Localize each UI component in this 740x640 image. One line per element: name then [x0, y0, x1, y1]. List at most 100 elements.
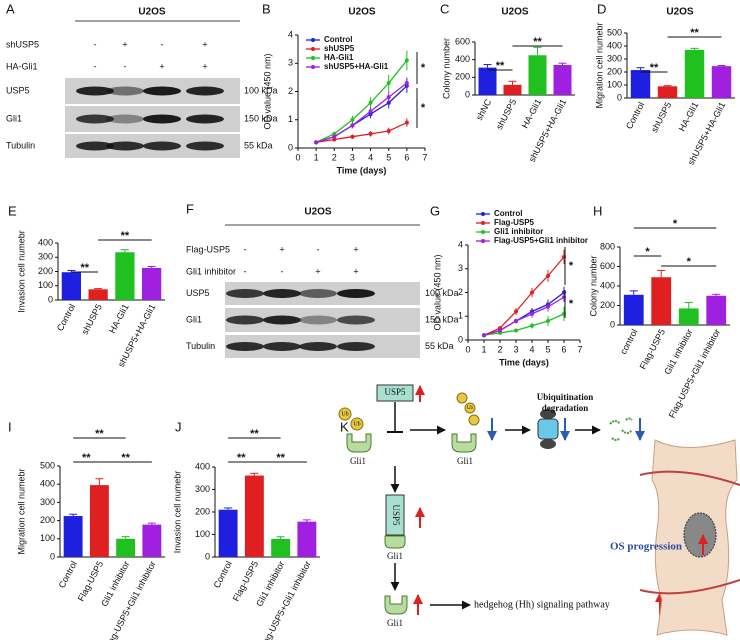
gli1-shape — [451, 433, 477, 453]
panel-letter: B — [262, 1, 271, 16]
y-tick-label: 1 — [458, 311, 463, 321]
y-tick-label: 1 — [288, 114, 293, 124]
marker — [368, 100, 373, 105]
significance: ** — [276, 452, 285, 464]
blot-band — [263, 315, 301, 325]
series-line — [483, 256, 565, 336]
bar — [297, 521, 317, 557]
band-size: 55 kDa — [425, 341, 454, 351]
condition-sign: - — [244, 244, 247, 254]
significance: * — [645, 246, 650, 258]
condition-sign: + — [315, 266, 320, 276]
blot-band — [76, 114, 114, 124]
x-tick-label: Flag-USP5+Gli1 inhibitor — [667, 327, 722, 419]
x-tick-label: 1 — [314, 152, 319, 162]
y-tick-label: 4 — [288, 29, 293, 39]
condition-label: HA-Gli1 — [6, 61, 38, 71]
x-tick-label: 0 — [465, 344, 470, 354]
significance: * — [421, 102, 426, 114]
blot-band — [106, 141, 144, 151]
condition-sign: + — [122, 39, 127, 49]
y-tick-label: 100 — [607, 79, 622, 89]
bar — [89, 485, 109, 557]
bar — [63, 516, 83, 557]
marker — [332, 134, 337, 139]
marker — [404, 81, 409, 86]
legend-marker — [481, 221, 485, 225]
y-tick-label: 300 — [607, 53, 622, 63]
x-tick-label: HA-Gli1 — [677, 100, 701, 133]
x-tick-label: 7 — [577, 344, 582, 354]
tumor — [683, 512, 717, 558]
bar — [528, 55, 547, 95]
y-tick-label: 400 — [195, 461, 210, 471]
blot-band — [337, 289, 375, 298]
blot-title: U2OS — [138, 7, 166, 18]
marker — [350, 117, 355, 122]
condition-label: Gli1 inhibitor — [186, 266, 236, 276]
y-tick-label: 4 — [458, 239, 463, 249]
y-tick-label: 400 — [455, 54, 470, 64]
ub-label: Ub — [353, 421, 360, 427]
y-tick-label: 0 — [617, 92, 622, 102]
gli1-label: Gli1 — [350, 456, 366, 466]
blot-band — [337, 315, 375, 325]
bar — [684, 49, 705, 98]
x-tick-label: shUSP5 — [80, 302, 104, 336]
y-tick-label: 600 — [600, 261, 615, 271]
x-tick-label: Control — [624, 100, 646, 130]
proteasome — [537, 418, 559, 440]
y-tick-label: 500 — [40, 460, 55, 470]
y-tick-label: 2 — [458, 287, 463, 297]
x-tick-label: 0 — [295, 152, 300, 162]
y-axis-title: Colony number — [441, 38, 451, 99]
series-line — [483, 313, 565, 336]
y-tick-label: 400 — [607, 40, 622, 50]
blot-band — [299, 342, 337, 351]
condition-label: Flag-USP5 — [186, 244, 230, 254]
marker — [386, 95, 391, 100]
marker — [368, 131, 373, 136]
blot-band — [226, 342, 264, 351]
condition-sign: - — [244, 266, 247, 276]
y-tick-label: 0 — [50, 551, 55, 561]
vessel — [639, 470, 740, 595]
panel-letter: J — [175, 419, 182, 434]
significance: ** — [95, 428, 104, 440]
condition-label: shUSP5 — [6, 39, 39, 49]
bar — [271, 539, 291, 557]
x-tick-label: 1 — [481, 344, 486, 354]
bar — [116, 538, 136, 557]
gli1-shape — [384, 535, 406, 549]
condition-sign: + — [353, 266, 358, 276]
ub-circle — [338, 407, 352, 421]
significance: ** — [533, 36, 542, 48]
condition-sign: - — [94, 61, 97, 71]
band-name: Gli1 — [186, 314, 202, 324]
significance: ** — [121, 230, 130, 242]
chart-title: U2OS — [501, 7, 529, 18]
blot-band — [186, 114, 224, 124]
bar — [651, 277, 672, 325]
series-line — [483, 291, 565, 336]
band-name: Tubulin — [186, 341, 215, 351]
panel-letter: E — [8, 203, 17, 218]
x-tick-label: 6 — [561, 344, 566, 354]
blot-band — [76, 86, 114, 96]
bar — [61, 272, 82, 300]
x-tick-label: Gli1 inhibitor — [662, 327, 694, 376]
blot-band — [226, 289, 264, 298]
proteasome-cap — [540, 439, 556, 449]
marker — [332, 137, 337, 142]
gli1-label: Gli1 — [457, 456, 473, 466]
x-tick-label: 2 — [332, 152, 337, 162]
blot-band — [76, 141, 114, 151]
y-tick-label: 2 — [288, 86, 293, 96]
legend-label: HA-Gli1 — [324, 53, 354, 62]
legend-marker — [311, 38, 315, 42]
y-tick-label: 200 — [600, 300, 615, 310]
ub-label: Ub — [467, 406, 474, 411]
y-tick-label: 0 — [465, 89, 470, 99]
significance: ** — [496, 60, 505, 72]
blot-band — [186, 141, 224, 151]
